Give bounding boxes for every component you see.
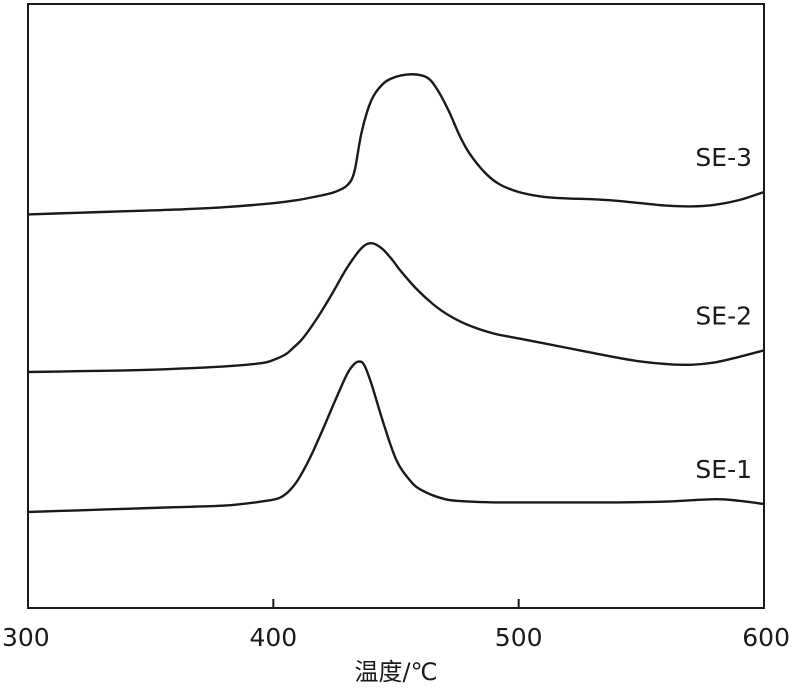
x-ticks: 300 400 500 600 (2, 599, 790, 652)
series-labels: SE-3 SE-2 SE-1 (695, 143, 752, 484)
x-tick-label: 400 (249, 623, 297, 652)
x-tick-label: 300 (2, 623, 50, 652)
series-label-se-3: SE-3 (695, 143, 752, 172)
x-axis-title: 温度/℃ (354, 658, 437, 686)
series-label-se-1: SE-1 (695, 455, 752, 484)
series-label-se-2: SE-2 (695, 301, 752, 330)
series-line-se-3 (27, 73, 765, 216)
x-tick-label: 500 (495, 623, 543, 652)
x-tick-label: 600 (742, 623, 790, 652)
series-line-se-1 (27, 360, 765, 514)
plot-frame (27, 3, 765, 609)
series-layer (27, 73, 765, 514)
series-line-se-2 (27, 242, 765, 374)
